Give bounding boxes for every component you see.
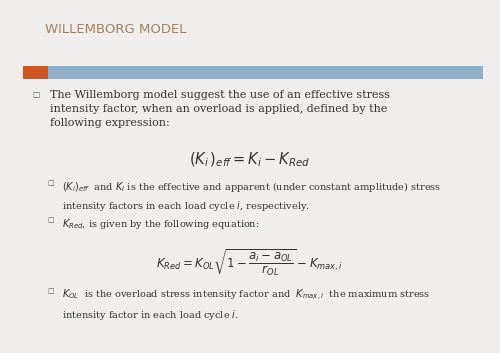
Bar <box>22 66 48 79</box>
Text: □: □ <box>48 288 54 294</box>
Text: $(K_i\,)_{\mathit{eff}} = K_i - K_{\mathit{Red}}$: $(K_i\,)_{\mathit{eff}} = K_i - K_{\math… <box>190 151 310 169</box>
Text: $(K_i)_{\mathit{eff}}$  and $K_i$ is the effective and apparent (under constant : $(K_i)_{\mathit{eff}}$ and $K_i$ is the … <box>62 180 442 213</box>
Text: The Willemborg model suggest the use of an effective stress
intensity factor, wh: The Willemborg model suggest the use of … <box>50 90 390 128</box>
Text: $K_{\mathit{Red}} = K_{\mathit{OL}}\sqrt{1 - \dfrac{a_i - a_{\mathit{OL}}}{r_{\m: $K_{\mathit{Red}} = K_{\mathit{OL}}\sqrt… <box>156 248 344 279</box>
Text: □: □ <box>48 180 54 186</box>
Text: □: □ <box>32 90 40 99</box>
Text: $K_{\mathit{Red}}$, is given by the following equation:: $K_{\mathit{Red}}$, is given by the foll… <box>62 217 260 231</box>
Bar <box>48 66 482 79</box>
Text: □: □ <box>48 217 54 223</box>
Text: WILLEMBORG MODEL: WILLEMBORG MODEL <box>45 23 187 36</box>
Text: $K_{\mathit{OL}}$  is the overload stress intensity factor and  $K_{\mathit{max}: $K_{\mathit{OL}}$ is the overload stress… <box>62 288 431 322</box>
